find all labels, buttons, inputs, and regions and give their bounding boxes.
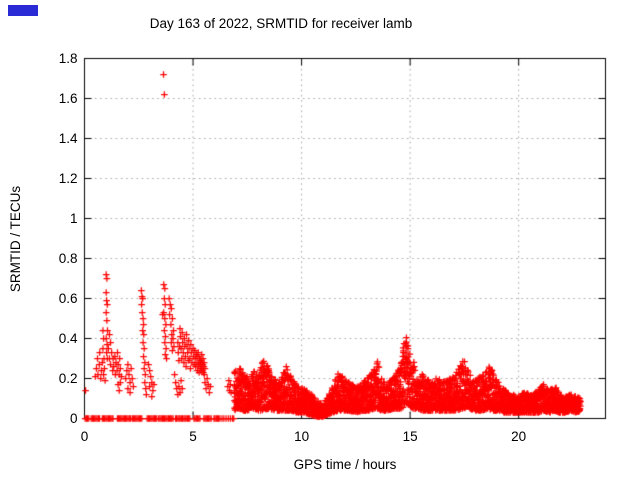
x-axis-label: GPS time / hours	[293, 457, 397, 472]
x-tick-label: 0	[80, 428, 89, 444]
x-tick-label: 5	[189, 428, 197, 444]
chart-title: Day 163 of 2022, SRMTID for receiver lam…	[149, 16, 413, 31]
x-tick-label: 20	[511, 428, 527, 444]
y-tick-label: 0	[69, 410, 78, 426]
x-tick-label: 10	[294, 428, 310, 444]
y-axis-label: SRMTID / TECUs	[8, 185, 23, 293]
y-tick-label: 1	[69, 210, 78, 226]
y-tick-label: 0.2	[58, 370, 78, 386]
y-tick-label: 0.8	[58, 250, 78, 266]
y-tick-label: 1.8	[58, 50, 78, 66]
y-tick-label: 1.4	[58, 130, 78, 146]
y-tick-label: 1.2	[58, 170, 78, 186]
y-tick-label: 1.6	[58, 90, 78, 106]
y-tick-label: 0.6	[58, 290, 78, 306]
x-tick-label: 15	[402, 428, 418, 444]
y-tick-label: 0.4	[58, 330, 78, 346]
